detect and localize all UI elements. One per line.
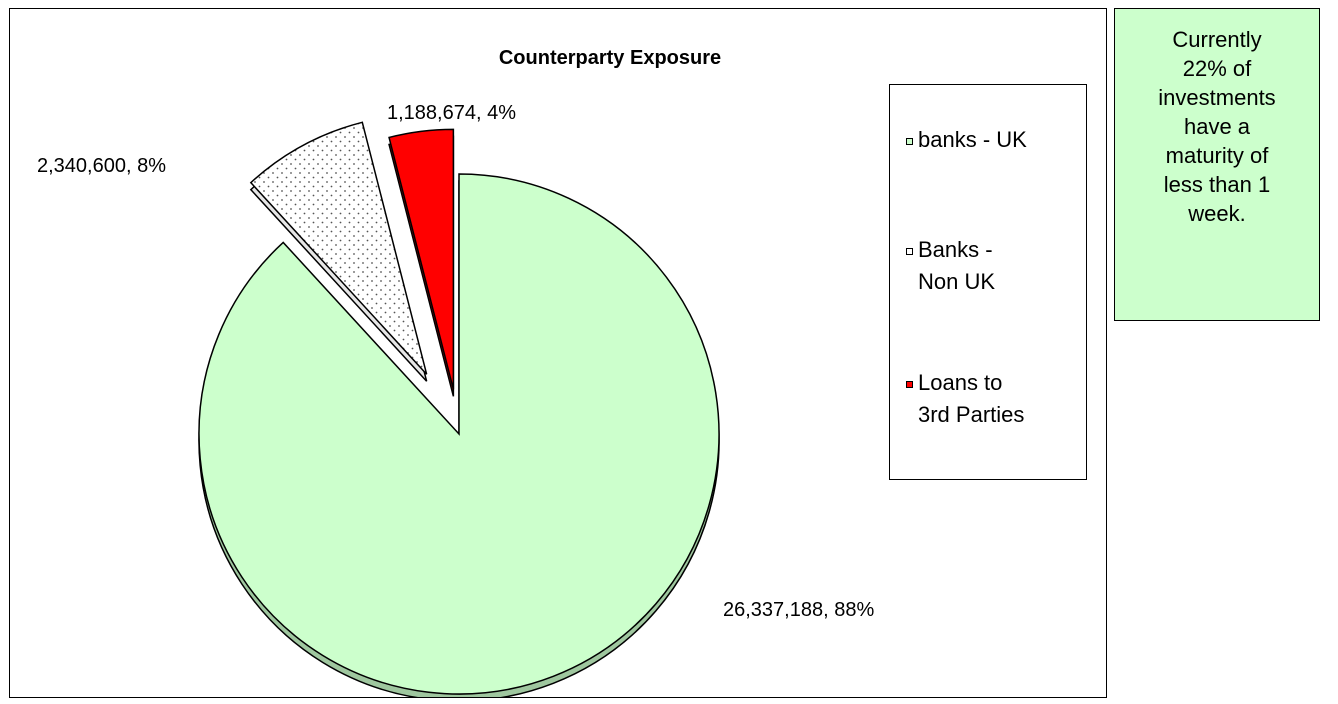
note-line: have a <box>1183 114 1251 139</box>
note-line: Currently <box>1172 27 1262 52</box>
legend-label-line2: 3rd Parties <box>918 402 1025 427</box>
chart-legend: banks - UK Banks - Non UK Loans to 3rd P… <box>889 84 1087 480</box>
legend-label: Banks - <box>918 237 993 262</box>
pie-slice-banks-non-uk <box>249 121 428 375</box>
data-label-banks-non-uk: 2,340,600, 8% <box>37 155 166 177</box>
legend-label-line2: Non UK <box>918 269 996 294</box>
note-line: 22% of <box>1182 56 1252 81</box>
data-label-loans-3rd-parties: 1,188,674, 4% <box>387 102 516 124</box>
pie-chart <box>198 121 720 697</box>
chart-frame: Counterparty Exposure 26,337,188, 88% 2,… <box>9 8 1107 698</box>
legend-label: banks - UK <box>918 127 1027 152</box>
maturity-note: Currently 22% of investments have a matu… <box>1114 8 1320 321</box>
note-line: maturity of <box>1165 143 1269 168</box>
legend-swatch-icon <box>906 381 913 388</box>
note-line: investments <box>1158 85 1276 110</box>
data-label-banks-uk: 26,337,188, 88% <box>723 599 875 621</box>
pie-slice-banks-uk <box>198 173 720 695</box>
note-line: week. <box>1188 201 1246 226</box>
legend-label: Loans to <box>918 370 1003 395</box>
pie-slice-loans-to-3rd-parties <box>388 128 455 390</box>
legend-swatch-icon <box>906 138 913 145</box>
legend-swatch-icon <box>906 248 913 255</box>
chart-title: Counterparty Exposure <box>498 47 722 69</box>
note-line: less than 1 <box>1163 172 1271 197</box>
